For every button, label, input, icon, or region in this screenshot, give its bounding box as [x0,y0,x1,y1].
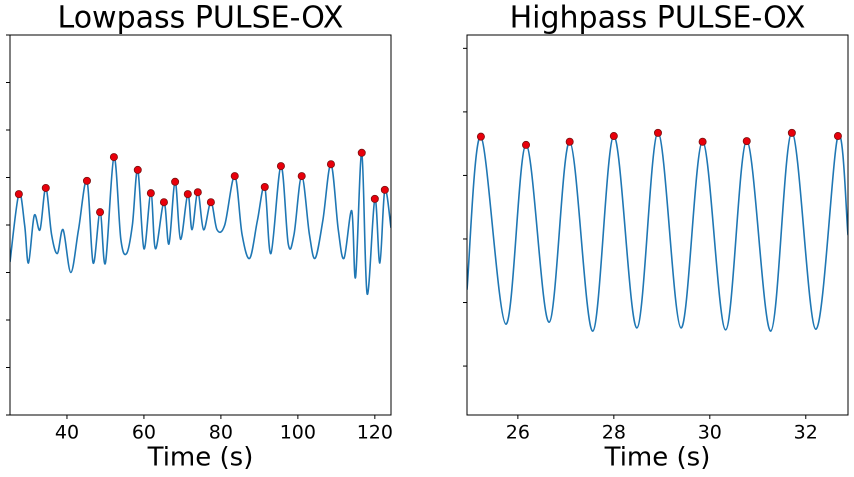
x-tick-label: 80 [209,422,233,444]
peak-marker [698,137,707,146]
peak-marker [41,183,50,192]
peak-marker [787,128,796,137]
peak-marker [565,137,574,146]
peak-marker [96,208,105,217]
peak-marker [171,177,180,186]
peak-marker [357,148,366,157]
chart-title: Lowpass PULSE-OX [58,1,344,36]
peak-marker [183,190,192,199]
peak-marker [193,188,202,197]
x-tick-label: 60 [132,422,156,444]
peak-marker [609,132,618,141]
peak-marker [522,140,531,149]
peak-marker [133,165,142,174]
x-axis-label: Time (s) [604,443,711,473]
peak-marker [476,132,485,141]
peak-marker [109,153,118,162]
plot-frame [466,34,849,416]
x-axis-label: Time (s) [147,443,254,473]
peak-marker [326,160,335,169]
x-tick-label: 32 [794,422,818,444]
x-tick-label: 100 [280,422,316,444]
peak-marker [260,182,269,191]
x-tick-label: 28 [602,422,626,444]
signal-line [10,151,391,295]
x-tick-label: 26 [506,422,530,444]
x-tick-label: 30 [698,422,722,444]
peak-marker [82,176,91,185]
plot-frame [9,34,392,416]
peak-marker [297,172,306,181]
peak-marker [833,132,842,141]
peak-marker [230,172,239,181]
peak-marker [276,162,285,171]
peak-marker [159,198,168,207]
peak-marker [742,137,751,146]
chart-title: Highpass PULSE-OX [510,1,806,36]
peak-marker [14,190,23,199]
peak-marker [653,128,662,137]
x-tick-label: 40 [55,422,79,444]
peak-marker [146,189,155,198]
peak-marker [206,198,215,207]
peak-marker [380,185,389,194]
signal-line [467,132,848,332]
x-tick-label: 120 [357,422,393,444]
peak-marker [370,194,379,203]
